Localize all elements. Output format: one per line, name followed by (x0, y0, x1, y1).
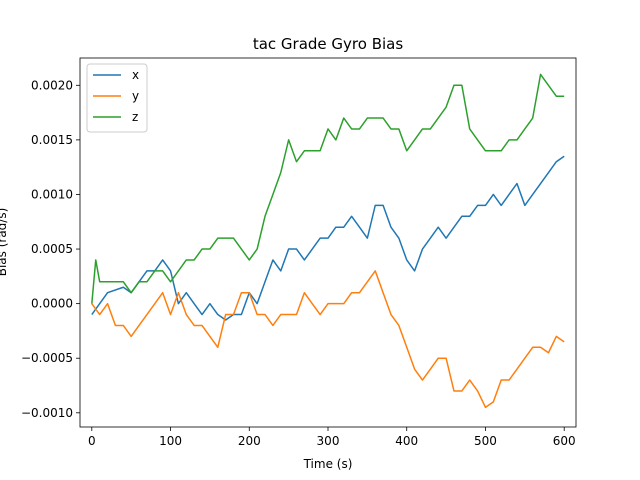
x-tick-label: 400 (395, 434, 418, 448)
x-tick-label: 200 (238, 434, 261, 448)
y-tick-label: 0.0020 (31, 78, 73, 92)
y-axis-label: Bias (rad/s) (0, 208, 9, 277)
x-axis-label: Time (s) (303, 457, 353, 471)
y-tick-label: 0.0005 (31, 242, 73, 256)
x-axis: 0 100 200 300 400 500 600 (88, 427, 576, 448)
y-tick-label: −0.0010 (21, 406, 73, 420)
y-axis: −0.0010 −0.0005 0.0000 0.0005 0.0010 0.0015 0.… (21, 78, 80, 420)
legend: xyz (86, 63, 148, 133)
series-line-z (91, 73, 565, 304)
series-line-x (91, 155, 565, 321)
x-tick-label: 0 (88, 434, 96, 448)
y-tick-label: 0.0010 (31, 187, 73, 201)
legend-label-y: y (132, 89, 139, 103)
x-tick-label: 500 (474, 434, 497, 448)
legend-label-x: x (132, 68, 139, 82)
series-layer (91, 73, 565, 409)
legend-box (86, 63, 148, 133)
x-tick-label: 300 (317, 434, 340, 448)
x-tick-label: 100 (159, 434, 182, 448)
series-line-y (91, 270, 565, 409)
chart-title: tac Grade Gyro Bias (253, 35, 404, 53)
y-tick-label: 0.0000 (31, 297, 73, 311)
x-tick-label: 600 (553, 434, 576, 448)
y-tick-label: −0.0005 (21, 351, 73, 365)
y-tick-label: 0.0015 (31, 133, 73, 147)
legend-label-z: z (132, 110, 138, 124)
